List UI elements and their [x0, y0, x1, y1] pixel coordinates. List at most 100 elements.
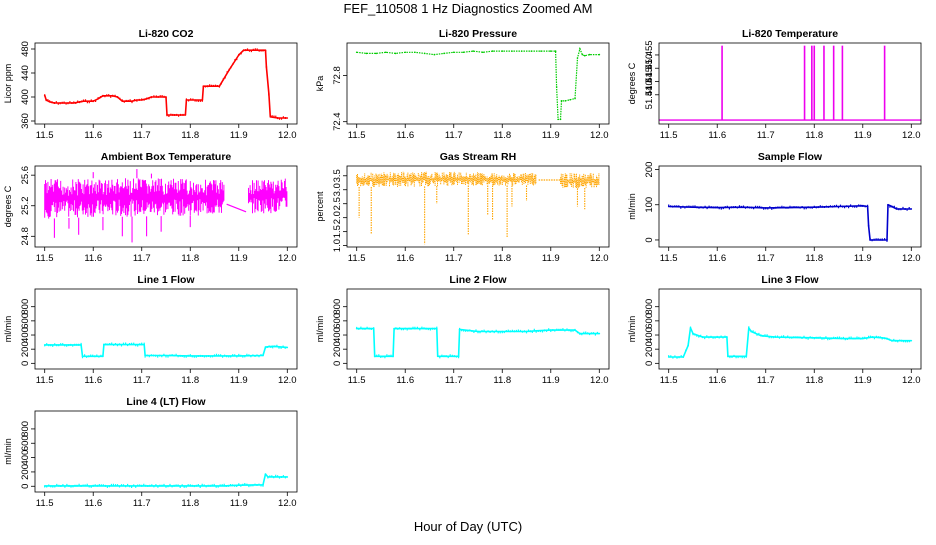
- data-point: [111, 95, 114, 97]
- x-tick-label: 11.6: [396, 253, 414, 264]
- x-tick-label: 11.5: [36, 130, 54, 141]
- gap-line: [226, 203, 247, 213]
- data-point: [443, 52, 445, 55]
- y-tick-label: 51.445: [644, 67, 655, 96]
- x-tick-label: 11.7: [133, 498, 151, 509]
- data-point: [549, 50, 552, 52]
- y-tick-label: 600: [20, 313, 31, 329]
- y-tick-label: 25.2: [20, 196, 31, 215]
- data-point: [555, 86, 558, 88]
- x-tick-label: 11.5: [36, 253, 54, 264]
- panel-title: Line 2 Flow: [449, 274, 507, 286]
- x-tick-label: 11.5: [660, 253, 678, 264]
- data-point: [866, 205, 869, 208]
- data-point: [692, 332, 694, 335]
- data-point: [910, 339, 913, 342]
- data-point: [576, 57, 579, 59]
- data-point: [579, 47, 581, 50]
- data-point: [701, 336, 704, 338]
- series-dots: [356, 46, 600, 120]
- data-point: [136, 99, 138, 101]
- data-point: [237, 355, 240, 357]
- data-point: [501, 330, 504, 333]
- data-point: [121, 100, 124, 102]
- data-point: [276, 117, 279, 119]
- x-tick-label: 11.5: [36, 375, 54, 386]
- x-tick-label: 12.0: [278, 253, 297, 264]
- data-point: [355, 51, 358, 54]
- data-point: [267, 476, 269, 478]
- x-tick-label: 11.9: [854, 253, 872, 264]
- plot-frame: [34, 288, 298, 370]
- data-point: [472, 50, 474, 52]
- y-tick-label: 0: [20, 484, 31, 489]
- data-point: [598, 53, 601, 56]
- data-point: [43, 344, 46, 346]
- data-point: [165, 354, 167, 357]
- x-tick-label: 11.7: [133, 253, 151, 264]
- data-point: [165, 96, 167, 98]
- data-layer: [43, 48, 289, 120]
- x-tick-label: 11.7: [757, 253, 775, 264]
- y-axis-label: ml/min: [627, 193, 637, 220]
- series-line: [43, 49, 288, 119]
- y-tick-label: 3.0: [332, 183, 343, 196]
- data-point: [385, 51, 387, 54]
- data-point: [910, 208, 913, 210]
- x-tick-label: 11.7: [757, 130, 775, 141]
- x-tick-label: 11.6: [396, 375, 414, 386]
- data-layer: [44, 169, 288, 243]
- y-tick-label: 3.5: [332, 169, 343, 182]
- data-point: [871, 336, 874, 338]
- data-point: [726, 336, 728, 338]
- x-tick-label: 11.6: [84, 375, 102, 386]
- x-tick-label: 11.9: [854, 375, 872, 386]
- data-point: [692, 206, 694, 209]
- data-point: [394, 52, 397, 55]
- data-point: [116, 96, 119, 98]
- x-tick-label: 11.8: [181, 375, 199, 386]
- data-point: [264, 346, 267, 348]
- data-point: [185, 99, 188, 101]
- plot-frame: [346, 288, 610, 370]
- y-tick-label: 0: [20, 361, 31, 366]
- data-point: [667, 356, 670, 358]
- data-point: [745, 355, 748, 358]
- noise-band: [44, 178, 225, 219]
- data-point: [423, 52, 426, 55]
- panel-10: Line 4 (LT) Flow ml/min 11.5 11.6 11.7 11.8 11…: [3, 396, 298, 509]
- y-axis-label: ml/min: [3, 316, 13, 343]
- y-tick-label: 200: [644, 341, 655, 357]
- plot-frame: [658, 288, 922, 370]
- data-point: [682, 356, 685, 358]
- data-point: [747, 327, 750, 329]
- data-point: [813, 337, 816, 339]
- x-tick-label: 11.9: [230, 498, 248, 509]
- data-point: [73, 102, 75, 104]
- data-point: [63, 102, 65, 104]
- data-point: [583, 54, 586, 57]
- y-axis-label: percent: [315, 191, 325, 222]
- x-tick-label: 11.7: [133, 375, 151, 386]
- plot-frame: [34, 42, 298, 125]
- y-tick-label: 200: [332, 341, 343, 357]
- y-tick-label: 25.6: [20, 166, 31, 185]
- x-tick-label: 12.0: [278, 498, 297, 509]
- y-tick-label: 51.450: [644, 54, 655, 83]
- data-point: [103, 343, 105, 346]
- data-point: [271, 345, 274, 348]
- panel-6: Sample Flow ml/min 11.5 11.6 11.7 11.8 11.9 12.…: [627, 151, 922, 264]
- data-point: [252, 49, 255, 51]
- data-point: [97, 98, 99, 100]
- data-layer: [356, 171, 600, 245]
- data-point: [581, 53, 584, 56]
- data-point: [265, 66, 268, 68]
- data-point: [789, 206, 791, 209]
- data-point: [457, 355, 460, 358]
- x-tick-label: 11.8: [181, 253, 199, 264]
- data-point: [269, 116, 272, 118]
- data-point: [145, 98, 148, 100]
- y-tick-label: 800: [20, 421, 31, 437]
